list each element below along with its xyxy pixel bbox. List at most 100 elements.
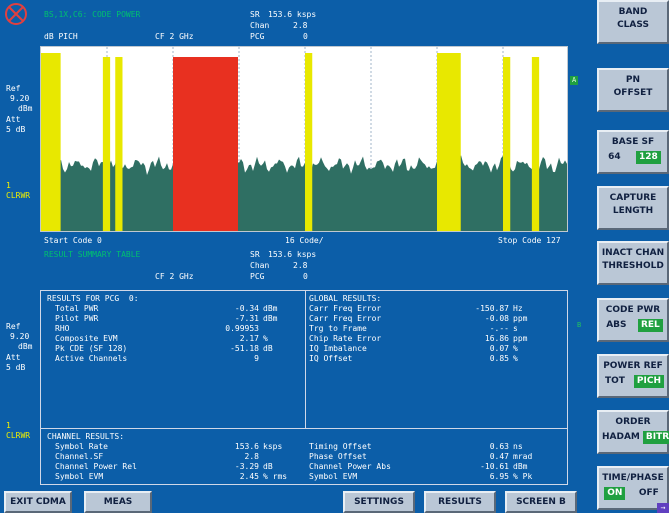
screen-title: BS,1X,C6: CODE POWER (44, 10, 141, 19)
y-tick-label: 8 (63, 102, 68, 111)
center-frequency: CF 2 GHz (155, 32, 194, 41)
table-title: RESULT SUMMARY TABLE (44, 250, 141, 259)
column-divider (305, 291, 306, 428)
power-ref-pich-option[interactable]: PICH (633, 375, 664, 388)
result-value: 2.45 (239, 472, 259, 481)
band-class-softkey[interactable]: BAND CLASS (597, 0, 669, 44)
order-hadam-option[interactable]: HADAM (602, 432, 640, 442)
inact-chan-line-2: THRESHOLD (602, 261, 664, 271)
result-unit: mrad (513, 452, 533, 461)
next-page-arrow-icon[interactable]: → (657, 503, 669, 513)
time-phase-on-option[interactable]: ON (604, 487, 626, 500)
result-label: IQ Imbalance (309, 344, 367, 353)
result-summary-table: RESULTS FOR PCG 0: GLOBAL RESULTS: Total… (40, 290, 568, 485)
table-sr-label: SR (250, 250, 260, 259)
att-value: 5 dB (6, 125, 26, 134)
result-unit: % (513, 344, 518, 353)
order-bitre-option[interactable]: BITRE (642, 431, 669, 444)
result-label: Channel Power Rel (55, 462, 137, 471)
result-unit: dBm (263, 304, 278, 313)
rohde-schwarz-logo-icon (5, 3, 27, 25)
result-unit: ppm (513, 334, 528, 343)
result-label: IQ Offset (309, 354, 353, 363)
code-power-plot: 4 8 5 2 (41, 47, 567, 231)
base-sf-128-option[interactable]: 128 (636, 151, 661, 164)
trace-mode: CLRWR (6, 191, 31, 200)
table-pcg-label: PCG (250, 272, 265, 281)
settings-button[interactable]: SETTINGS (343, 491, 415, 513)
code-pwr-abs-option[interactable]: ABS (606, 320, 627, 330)
power-ref-softkey[interactable]: POWER REF TOT PICH (597, 354, 669, 398)
result-value: -0.08 (484, 314, 509, 323)
code-pwr-title: CODE PWR (605, 305, 661, 315)
result-unit: % Pk (513, 472, 533, 481)
result-label: Pk CDE (SF 128) (55, 344, 128, 353)
code-pwr-softkey[interactable]: CODE PWR ABS REL (597, 298, 669, 342)
power-ref-tot-option[interactable]: TOT (604, 376, 625, 386)
pcg-label: PCG (250, 32, 265, 41)
code-power-bar (115, 57, 123, 231)
time-phase-off-option[interactable]: OFF (638, 488, 659, 498)
result-label: Symbol EVM (309, 472, 358, 481)
marker-b-indicator: B (577, 321, 582, 329)
base-sf-title: BASE SF (611, 137, 655, 147)
exit-cdma-button[interactable]: EXIT CDMA (4, 491, 72, 513)
y-unit: dB PICH (44, 32, 78, 41)
code-power-bar (41, 53, 61, 231)
result-label: Phase Offset (309, 452, 367, 461)
sr-value: 153.6 ksps (268, 10, 317, 19)
result-label: RHO (55, 324, 70, 333)
result-unit: Hz (513, 304, 523, 313)
result-unit: % (513, 354, 518, 363)
result-unit: % (263, 334, 268, 343)
code-pwr-rel-option[interactable]: REL (637, 319, 663, 332)
result-value: 6.95 (489, 472, 509, 481)
table-chan-value: 2.8 (293, 261, 308, 270)
meas-button[interactable]: MEAS (84, 491, 152, 513)
result-unit: dB (263, 344, 273, 353)
result-value: 0.47 (489, 452, 509, 461)
result-label: Carr Freq Error (309, 304, 382, 313)
power-ref-title: POWER REF (603, 361, 663, 371)
x-start-label: Start Code 0 (44, 236, 102, 245)
result-label: Symbol Rate (55, 442, 108, 451)
order-title: ORDER (615, 417, 651, 427)
capture-length-softkey[interactable]: CAPTURE LENGTH (597, 186, 669, 230)
inact-chan-threshold-softkey[interactable]: INACT CHAN THRESHOLD (597, 241, 669, 285)
result-value: 9 (254, 354, 259, 363)
trace-number: 1 (6, 181, 11, 190)
result-label: Timing Offset (309, 442, 372, 451)
result-label: Active Channels (55, 354, 128, 363)
x-stop-label: Stop Code 127 (498, 236, 561, 245)
base-sf-softkey[interactable]: BASE SF 64 128 (597, 130, 669, 174)
band-class-line-2: CLASS (617, 20, 649, 30)
time-phase-softkey[interactable]: TIME/PHASE ON OFF (597, 466, 669, 510)
ref-label-2: Ref (6, 322, 21, 331)
code-power-bar (437, 53, 461, 231)
pn-offset-softkey[interactable]: PN OFFSET (597, 68, 669, 112)
code-power-bar (531, 57, 540, 231)
table-sr-value: 153.6 ksps (268, 250, 317, 259)
result-label: Trg to Frame (309, 324, 367, 333)
band-class-line-1: BAND (618, 7, 648, 17)
results-button[interactable]: RESULTS (424, 491, 496, 513)
marker-a-indicator: A (570, 76, 579, 85)
result-unit: ksps (263, 442, 283, 451)
result-value: -3.29 (234, 462, 259, 471)
screen-b-button[interactable]: SCREEN B (505, 491, 577, 513)
base-sf-64-option[interactable]: 64 (608, 152, 621, 162)
result-unit: dB (263, 462, 273, 471)
result-label: Symbol EVM (55, 472, 104, 481)
code-power-bar (173, 57, 238, 231)
result-label: Chip Rate Error (309, 334, 382, 343)
result-unit: ppm (513, 314, 528, 323)
code-power-bar (503, 57, 511, 231)
y-tick-label: 5 (63, 128, 68, 137)
att-label: Att (6, 115, 21, 124)
sr-label: SR (250, 10, 260, 19)
result-value: -150.87 (475, 304, 509, 313)
result-value: 16.86 (484, 334, 509, 343)
noise-floor (41, 155, 567, 231)
trace-mode-2: CLRWR (6, 431, 31, 440)
order-softkey[interactable]: ORDER HADAM BITRE (597, 410, 669, 454)
